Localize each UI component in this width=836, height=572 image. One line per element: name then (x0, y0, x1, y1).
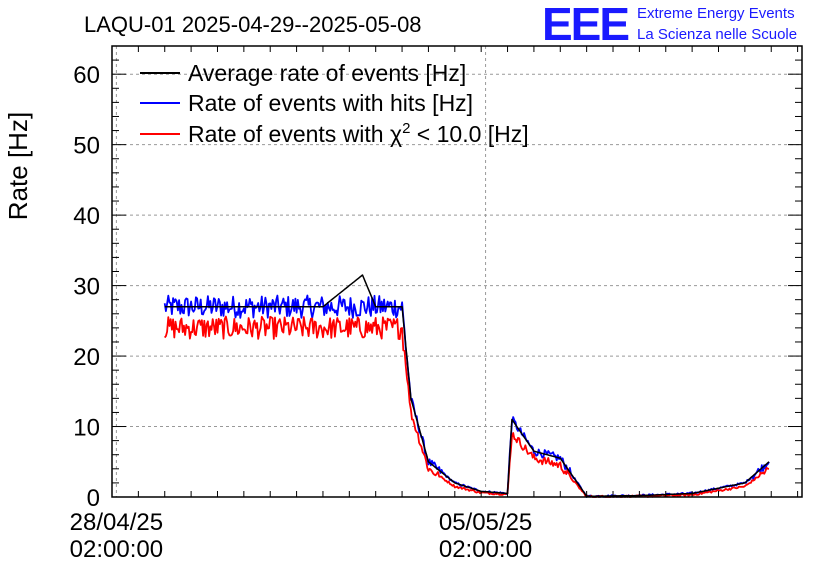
legend-label-chi2: Rate of events with χ2 < 10.0 [Hz] (188, 120, 529, 147)
series-line-1 (164, 274, 770, 498)
y-tick-label: 50 (73, 133, 100, 160)
legend-chi2-prefix: Rate of events with (188, 121, 390, 147)
series-line-3 (163, 315, 770, 498)
y-tick-label: 10 (73, 415, 100, 442)
axes (111, 45, 803, 498)
y-tick-label: 40 (73, 203, 100, 230)
x-tick-label-date: 28/04/25 (70, 509, 163, 536)
logo-line1: Extreme Energy Events (637, 5, 795, 22)
logo-letters: EEE (542, 0, 628, 50)
chart-title: LAQU-01 2025-04-29--2025-05-08 (84, 12, 422, 37)
y-tick-label: 0 (87, 485, 100, 512)
eee-logo: EEE Extreme Energy Events La Scienza nel… (542, 0, 797, 50)
grid (112, 46, 802, 497)
y-tick-label: 20 (73, 344, 100, 371)
y-tick-labels: 0 10 20 30 40 50 60 (73, 62, 100, 512)
legend: Average rate of events [Hz] Rate of even… (140, 60, 529, 147)
y-tick-label: 60 (73, 62, 100, 89)
x-tick-label-time: 02:00:00 (70, 536, 163, 563)
series-layer (163, 274, 770, 498)
logo-line2: La Scienza nelle Scuole (637, 26, 797, 43)
legend-label-average: Average rate of events [Hz] (188, 60, 466, 86)
x-tick-label-time: 02:00:00 (439, 536, 532, 563)
legend-chi2-symbol: χ (390, 121, 402, 147)
y-tick-label: 30 (73, 274, 100, 301)
legend-chi2-superscript: 2 (402, 120, 410, 137)
legend-chi2-suffix: < 10.0 [Hz] (410, 121, 528, 147)
legend-label-hits: Rate of events with hits [Hz] (188, 90, 473, 116)
x-tick-label-date: 05/05/25 (439, 509, 532, 536)
y-axis-label: Rate [Hz] (3, 112, 33, 220)
